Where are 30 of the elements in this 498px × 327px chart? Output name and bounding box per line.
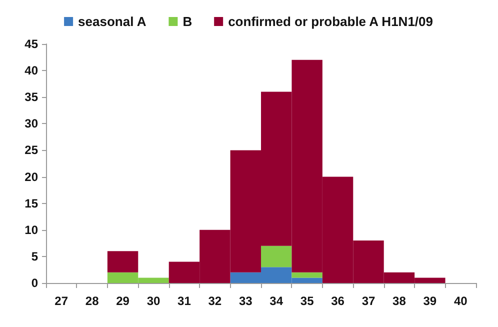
bar <box>261 246 292 268</box>
x-tick-label: 39 <box>423 294 437 308</box>
x-tick-label: 27 <box>54 294 68 308</box>
x-tick-label: 40 <box>454 294 468 308</box>
x-tick-label: 38 <box>392 294 406 308</box>
x-tick-label: 37 <box>362 294 376 308</box>
x-tick-label: 36 <box>331 294 345 308</box>
y-tick-label: 5 <box>31 249 38 264</box>
legend-label: seasonal A <box>78 14 147 29</box>
x-tick-label: 34 <box>270 294 284 308</box>
y-tick-label: 15 <box>24 196 38 210</box>
y-tick-label: 25 <box>24 143 38 158</box>
x-tick-label: 35 <box>300 294 314 308</box>
y-tick-label: 40 <box>24 64 38 78</box>
y-tick-label: 20 <box>24 170 38 184</box>
x-tick-label: 33 <box>238 294 253 308</box>
bar <box>107 251 138 272</box>
x-tick-label: 28 <box>85 294 100 308</box>
y-tick-label: 0 <box>31 276 38 290</box>
x-tick-label: 32 <box>208 294 222 308</box>
legend-label: B <box>182 14 192 29</box>
x-tick-label: 31 <box>178 294 192 308</box>
y-tick-label: 30 <box>24 116 38 131</box>
y-tick-label: 45 <box>24 37 38 51</box>
y-tick-label: 35 <box>24 90 38 104</box>
legend-label: confirmed or probable A H1N1/09 <box>228 14 433 29</box>
x-tick-label: 29 <box>116 294 130 308</box>
x-tick-label: 30 <box>146 294 160 308</box>
y-tick-label: 10 <box>24 222 38 237</box>
bar <box>292 272 322 278</box>
